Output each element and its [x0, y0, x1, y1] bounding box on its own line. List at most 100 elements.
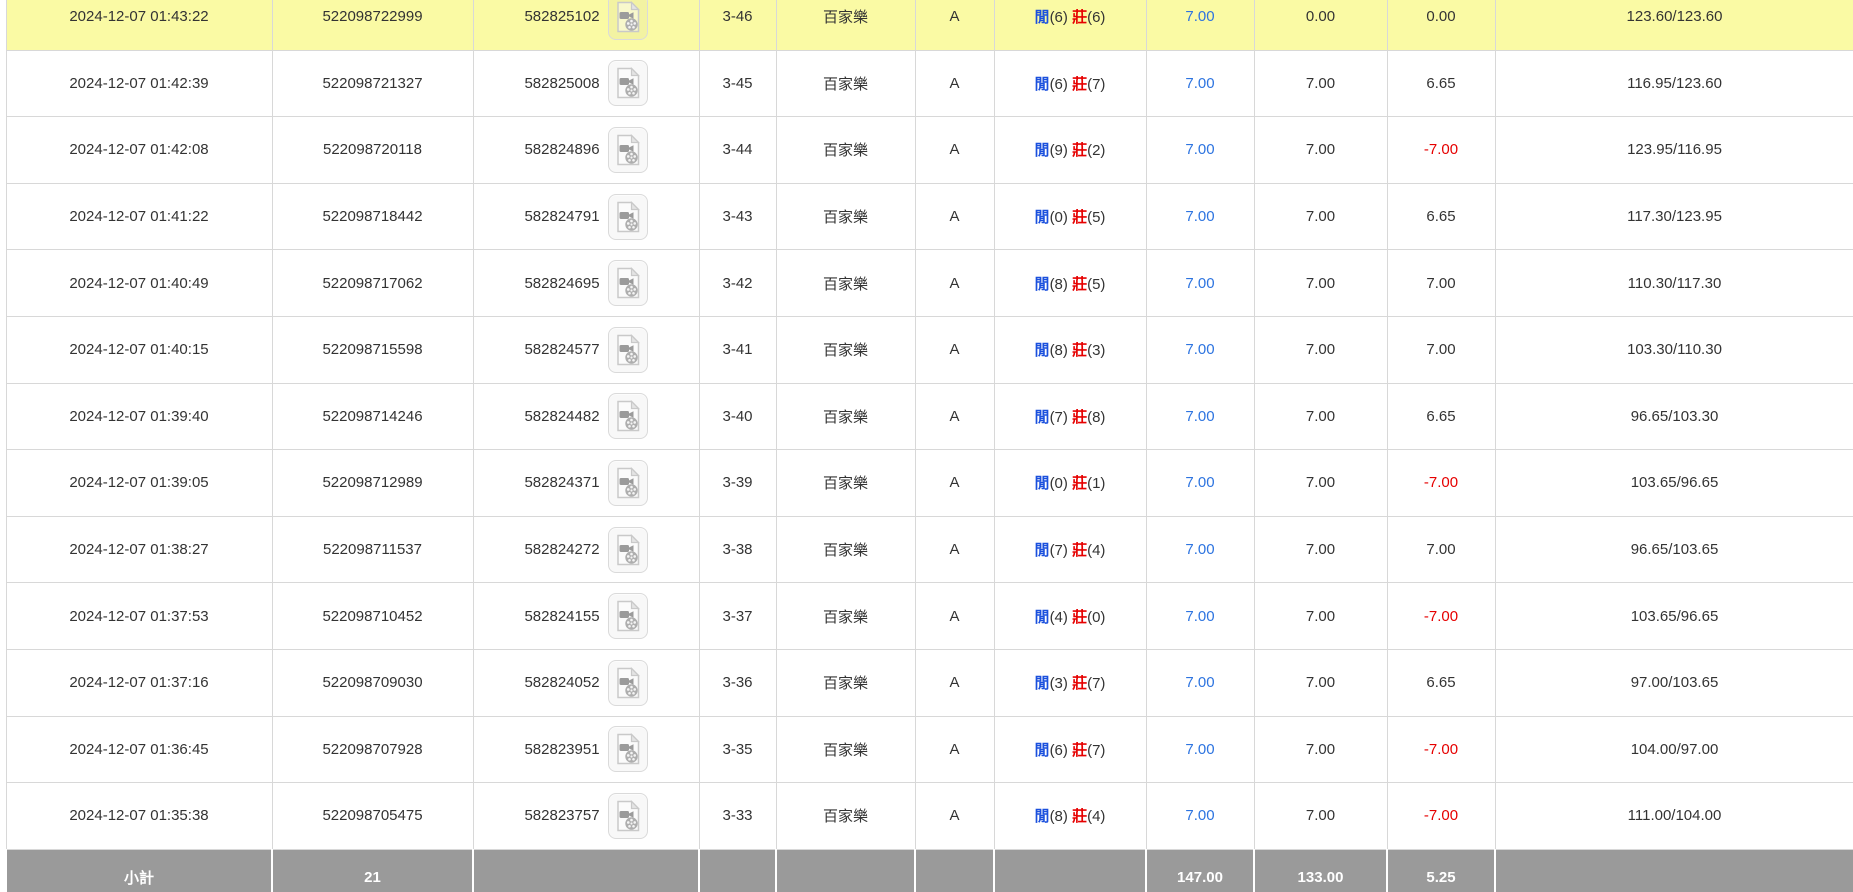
player-points: (7) — [1049, 408, 1068, 426]
round-id: 582825102 — [524, 8, 600, 26]
bet-time-cell: 2024-12-07 01:35:38 — [5, 782, 273, 850]
game-type-cell: 百家樂 — [775, 715, 916, 784]
video-replay-button[interactable] — [607, 126, 648, 173]
table-row[interactable]: 2024-12-07 01:40:49 522098717062 5828246… — [5, 249, 1853, 317]
bet-time-cell: 2024-12-07 01:42:39 — [5, 49, 273, 118]
table-row[interactable]: 2024-12-07 01:38:27 522098711537 5828242… — [5, 515, 1853, 584]
bet-amount-link[interactable]: 7.00 — [1185, 607, 1215, 625]
balance-cell: 97.00/103.65 — [1494, 648, 1853, 717]
video-replay-button[interactable] — [607, 0, 648, 40]
round-no-cell: 3-40 — [698, 382, 777, 451]
table-row[interactable]: 2024-12-07 01:42:39 522098721327 5828250… — [5, 49, 1853, 118]
win-loss-cell: -7.00 — [1386, 582, 1496, 650]
banker-label: 莊 — [1072, 475, 1088, 493]
valid-bet-cell: 7.00 — [1253, 249, 1388, 317]
win-loss-cell: 0.00 — [1386, 0, 1496, 51]
valid-bet-cell: 7.00 — [1253, 315, 1388, 384]
player-points: (0) — [1049, 209, 1068, 227]
video-replay-button[interactable] — [607, 60, 648, 107]
table-row[interactable]: 2024-12-07 01:40:15 522098715598 5828245… — [5, 315, 1853, 384]
valid-bet-cell: 7.00 — [1253, 648, 1388, 717]
video-replay-button[interactable] — [607, 726, 648, 773]
video-replay-button[interactable] — [607, 659, 648, 706]
bet-amount-link[interactable]: 7.00 — [1185, 208, 1215, 226]
bet-id-cell: 522098710452 — [271, 582, 474, 650]
table-code-cell: A — [914, 249, 995, 317]
player-label: 閒 — [1034, 808, 1050, 826]
bet-time-cell: 2024-12-07 01:40:49 — [5, 249, 273, 317]
table-row[interactable]: 2024-12-07 01:39:40 522098714246 5828244… — [5, 382, 1853, 451]
table-row[interactable]: 2024-12-07 01:43:22 522098722999 5828251… — [5, 0, 1853, 51]
balance-cell: 103.65/96.65 — [1494, 449, 1853, 517]
round-no-cell: 3-46 — [698, 0, 777, 51]
table-code-cell: A — [914, 315, 995, 384]
table-row[interactable]: 2024-12-07 01:42:08 522098720118 5828248… — [5, 116, 1853, 184]
balance-cell: 123.60/123.60 — [1494, 0, 1853, 51]
round-id: 582824052 — [524, 674, 600, 692]
video-replay-button[interactable] — [607, 792, 648, 839]
player-points: (6) — [1049, 9, 1068, 27]
win-loss-cell: 6.65 — [1386, 382, 1496, 451]
win-loss-cell: 6.65 — [1386, 49, 1496, 118]
bet-amount-cell: 7.00 — [1145, 0, 1255, 51]
subtotal-empty-table — [914, 848, 995, 892]
round-id-cell: 582824272 — [472, 515, 700, 584]
table-row[interactable]: 2024-12-07 01:36:45 522098707928 5828239… — [5, 715, 1853, 784]
round-no-cell: 3-44 — [698, 116, 777, 184]
player-points: (7) — [1049, 542, 1068, 560]
bet-amount-link[interactable]: 7.00 — [1185, 274, 1215, 292]
bet-amount-link[interactable]: 7.00 — [1185, 674, 1215, 692]
video-replay-button[interactable] — [607, 326, 648, 373]
bet-amount-link[interactable]: 7.00 — [1185, 74, 1215, 92]
table-row[interactable]: 2024-12-07 01:37:53 522098710452 5828241… — [5, 582, 1853, 650]
video-file-icon — [616, 533, 640, 565]
bet-amount-link[interactable]: 7.00 — [1185, 341, 1215, 359]
bet-amount-link[interactable]: 7.00 — [1185, 141, 1215, 159]
bet-amount-link[interactable]: 7.00 — [1185, 740, 1215, 758]
banker-label: 莊 — [1072, 75, 1088, 93]
bet-id-cell: 522098720118 — [271, 116, 474, 184]
subtotal-valid-bet-total: 133.00 — [1253, 848, 1388, 892]
table-row[interactable]: 2024-12-07 01:35:38 522098705475 5828237… — [5, 782, 1853, 850]
video-replay-button[interactable] — [607, 393, 648, 440]
banker-points: (8) — [1087, 408, 1106, 426]
player-label: 閒 — [1034, 475, 1050, 493]
valid-bet-cell: 7.00 — [1253, 116, 1388, 184]
result-cell: 閒(3) 莊(7) — [993, 648, 1147, 717]
table-code-cell: A — [914, 182, 995, 251]
bet-records-table: 2024-12-07 01:43:22 522098722999 5828251… — [5, 0, 1853, 892]
video-replay-button[interactable] — [607, 593, 648, 640]
banker-points: (4) — [1087, 542, 1106, 560]
banker-points: (1) — [1087, 475, 1106, 493]
subtotal-count: 21 — [271, 848, 474, 892]
bet-amount-link[interactable]: 7.00 — [1185, 407, 1215, 425]
banker-label: 莊 — [1072, 209, 1088, 227]
bet-amount-link[interactable]: 7.00 — [1185, 474, 1215, 492]
result-cell: 閒(8) 莊(4) — [993, 782, 1147, 850]
subtotal-bet-total: 147.00 — [1145, 848, 1255, 892]
bet-amount-link[interactable]: 7.00 — [1185, 807, 1215, 825]
table-row[interactable]: 2024-12-07 01:37:16 522098709030 5828240… — [5, 648, 1853, 717]
player-points: (6) — [1049, 741, 1068, 759]
bet-amount-cell: 7.00 — [1145, 315, 1255, 384]
player-label: 閒 — [1034, 209, 1050, 227]
player-label: 閒 — [1034, 342, 1050, 360]
video-file-icon — [616, 799, 640, 832]
table-row[interactable]: 2024-12-07 01:39:05 522098712989 5828243… — [5, 449, 1853, 517]
bet-amount-link[interactable]: 7.00 — [1185, 8, 1215, 26]
bet-id-cell: 522098721327 — [271, 49, 474, 118]
banker-points: (5) — [1087, 275, 1106, 293]
game-type-cell: 百家樂 — [775, 515, 916, 584]
video-replay-button[interactable] — [607, 459, 648, 506]
bet-amount-link[interactable]: 7.00 — [1185, 541, 1215, 559]
video-file-icon — [616, 400, 640, 432]
balance-cell: 104.00/97.00 — [1494, 715, 1853, 784]
round-no-cell: 3-39 — [698, 449, 777, 517]
result-cell: 閒(7) 莊(4) — [993, 515, 1147, 584]
video-replay-button[interactable] — [607, 260, 648, 307]
table-code-cell: A — [914, 449, 995, 517]
video-replay-button[interactable] — [607, 526, 648, 573]
table-code-cell: A — [914, 49, 995, 118]
video-replay-button[interactable] — [607, 193, 648, 240]
table-row[interactable]: 2024-12-07 01:41:22 522098718442 5828247… — [5, 182, 1853, 251]
